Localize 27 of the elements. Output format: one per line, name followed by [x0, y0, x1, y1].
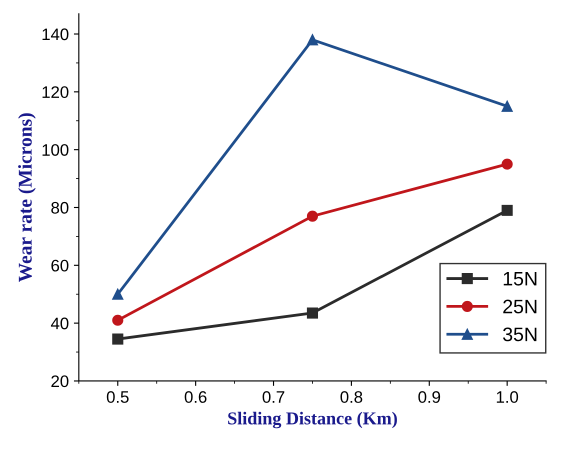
legend-label: 25N [503, 300, 536, 314]
y-tick-label: 140 [42, 28, 68, 40]
y-tick-label: 120 [42, 86, 68, 98]
x-tick-label: 1.0 [496, 391, 518, 403]
point [502, 204, 513, 216]
x-tick-label: 0.8 [340, 391, 362, 403]
y-tick-label: 20 [51, 375, 68, 388]
point [306, 210, 318, 222]
point [306, 307, 318, 319]
y-tick-label: 60 [51, 260, 68, 272]
x-tick-label: 0.9 [418, 391, 440, 403]
point [112, 314, 124, 326]
x-tick-label: 0.6 [184, 391, 206, 403]
point [306, 34, 318, 46]
y-axis-title: Wear rate (Microns) [18, 113, 36, 282]
x-tick-label: 0.5 [106, 391, 129, 403]
point [112, 288, 124, 300]
legend-label: 15N [504, 272, 536, 286]
x-tick-label: 0.7 [262, 391, 284, 403]
point [502, 100, 513, 112]
point [112, 333, 124, 345]
y-tick-label: 100 [42, 144, 68, 156]
y-tick-label: 80 [51, 202, 68, 214]
point [502, 158, 513, 170]
y-tick-label: 40 [50, 318, 68, 330]
legend-label: 35N [503, 328, 536, 342]
x-axis-title: Sliding Distance (Km) [228, 412, 397, 428]
